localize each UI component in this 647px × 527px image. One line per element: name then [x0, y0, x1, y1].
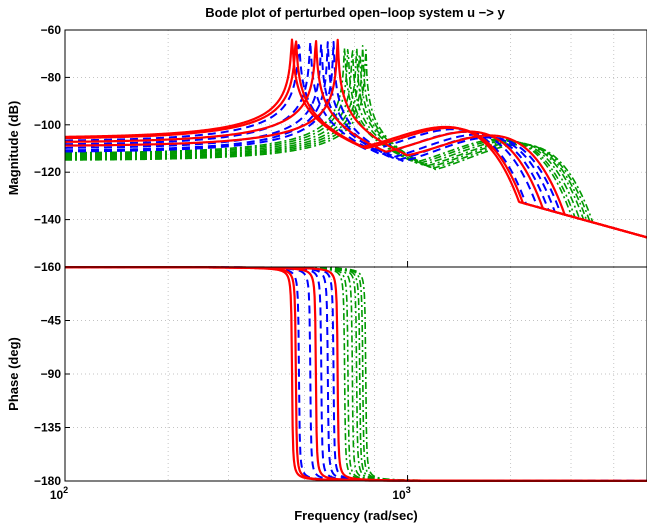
magnitude-series-line — [64, 39, 647, 239]
phase-y-tick-label: −135 — [34, 421, 61, 435]
magnitude-series-line — [64, 40, 647, 239]
chart-title: Bode plot of perturbed open−loop system … — [205, 5, 505, 20]
phase-plot: −180 −135 −90 −45 102 103 Phase (deg) Freque… — [6, 261, 647, 523]
phase-y-axis-label: Phase (deg) — [6, 337, 21, 411]
magnitude-series-line — [65, 53, 647, 239]
x-tick-label: 102 — [50, 485, 68, 502]
magnitude-series-line — [64, 44, 647, 239]
magnitude-y-tick-label: −80 — [41, 70, 62, 84]
phase-y-tick-label: −90 — [41, 367, 62, 381]
magnitude-series-line — [64, 49, 647, 239]
phase-y-tick-label: −45 — [41, 314, 62, 328]
magnitude-series-line — [64, 38, 647, 239]
phase-plot-frame — [65, 267, 647, 481]
magnitude-y-tick-label: −120 — [34, 165, 61, 179]
x-tick-label: 103 — [392, 485, 410, 502]
magnitude-plot: −60 −80 −100 −120 −140 −160 Magnitude (dB) — [6, 23, 647, 274]
magnitude-series — [64, 38, 647, 239]
magnitude-series-line — [65, 47, 647, 239]
phase-x-ticks: 102 103 — [50, 261, 411, 502]
magnitude-plot-frame — [65, 30, 647, 267]
magnitude-series-line — [65, 47, 647, 239]
magnitude-y-tick-label: −160 — [34, 260, 61, 274]
magnitude-y-tick-label: −60 — [41, 23, 62, 37]
magnitude-y-axis-label: Magnitude (dB) — [6, 101, 21, 196]
x-axis-label: Frequency (rad/sec) — [294, 508, 418, 523]
phase-y-tick-label: −180 — [34, 474, 61, 488]
magnitude-y-tick-label: −140 — [34, 213, 61, 227]
phase-y-ticks: −180 −135 −90 −45 — [34, 314, 70, 488]
magnitude-y-ticks: −60 −80 −100 −120 −140 −160 — [34, 23, 70, 274]
magnitude-y-tick-label: −100 — [34, 118, 61, 132]
